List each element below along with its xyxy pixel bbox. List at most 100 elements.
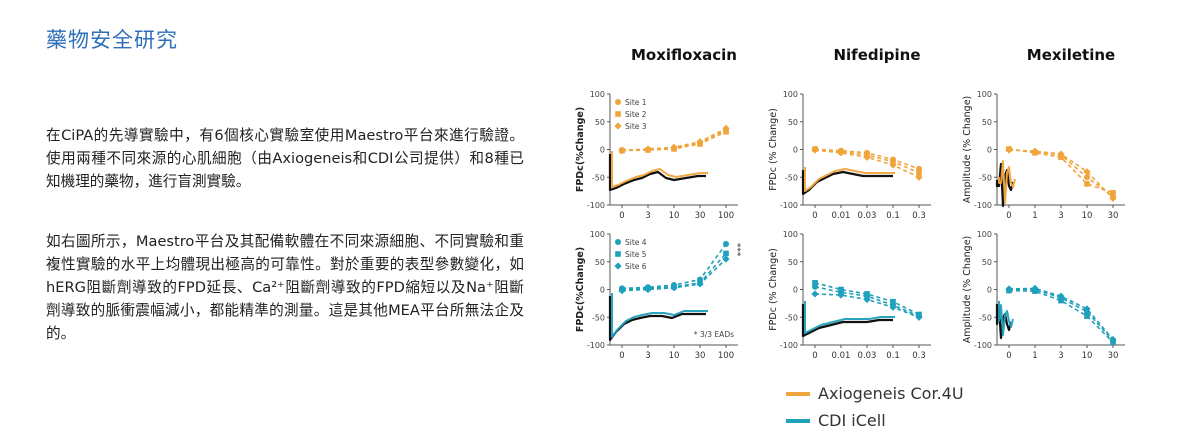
data-point (1084, 313, 1090, 319)
legend-label: Axiogeneis Cor.4U (818, 384, 964, 403)
y-tick-label: 50 (788, 118, 798, 127)
y-tick-label: 100 (977, 230, 992, 239)
data-point (618, 287, 626, 295)
legend-marker (614, 262, 622, 270)
data-point (890, 298, 896, 305)
legend-entry: Site 1 (625, 98, 647, 107)
chart-panel-5: 100 50 0 -50 -100 0 0.01 0.03 0.1 0.3 FPDc (% Chan… (768, 230, 931, 361)
data-point (863, 153, 871, 161)
x-tick-label: 0.1 (886, 211, 900, 221)
legend-marker (615, 111, 621, 117)
data-point (1084, 174, 1090, 181)
x-tick-label: 10 (669, 211, 680, 221)
y-axis-label: Amplitude (% Change) (962, 96, 973, 204)
y-tick-label: 50 (788, 258, 798, 267)
chart-title: Moxifloxacin (631, 46, 737, 64)
y-tick-label: -100 (780, 201, 798, 210)
data-point (811, 290, 819, 298)
data-point (1005, 285, 1013, 293)
y-tick-label: -50 (592, 173, 605, 182)
legend-item-cdi: CDI iCell (786, 411, 886, 430)
data-point (618, 147, 626, 155)
data-point (811, 146, 819, 154)
y-tick-label: 100 (590, 230, 605, 239)
x-tick-label: 0 (619, 211, 624, 221)
data-point (889, 161, 897, 169)
data-point (915, 313, 923, 321)
y-tick-label: 100 (783, 90, 798, 99)
x-tick-label: 100 (718, 211, 734, 221)
x-tick-label: 0.1 (886, 351, 900, 361)
legend-label: CDI iCell (818, 411, 886, 430)
x-tick-label: 0 (812, 351, 817, 361)
y-axis-label: FPDc (% Change) (768, 108, 779, 191)
y-tick-label: 0 (600, 146, 605, 155)
y-tick-label: 0 (987, 146, 992, 155)
y-tick-label: 50 (982, 118, 992, 127)
data-point (644, 285, 652, 294)
y-tick-label: -50 (979, 173, 992, 182)
y-tick-label: -50 (785, 173, 798, 182)
x-tick-label: 30 (695, 351, 706, 361)
x-tick-label: 30 (695, 211, 706, 221)
data-point (1005, 146, 1013, 154)
series-line (814, 282, 920, 316)
x-tick-label: 0 (1006, 211, 1011, 221)
data-point (1084, 181, 1090, 187)
legend-marker (615, 239, 621, 245)
legend-swatch-blue (786, 418, 810, 423)
y-axis-label: FPDc(%Change) (575, 107, 586, 192)
trace-colored (998, 160, 1016, 204)
data-point (1058, 297, 1064, 304)
x-tick-label: 30 (1108, 211, 1119, 221)
y-tick-label: 0 (793, 146, 798, 155)
legend-marker (614, 122, 622, 130)
y-tick-label: 0 (987, 286, 992, 295)
x-tick-label: 0 (812, 211, 817, 221)
x-tick-label: 3 (1058, 211, 1063, 221)
data-point (863, 295, 871, 304)
trace-colored (611, 151, 708, 188)
y-tick-label: -100 (780, 341, 798, 350)
chart-panel-4: 100 50 0 -50 -100 0 3 10 30 100 FPDc(%Change) Site … (575, 230, 747, 361)
x-tick-label: 0.01 (832, 351, 851, 361)
legend-marker (615, 99, 621, 105)
data-point (723, 250, 729, 257)
x-tick-label: 100 (718, 351, 734, 361)
trace-black (608, 296, 706, 342)
x-tick-label: 0.3 (912, 351, 926, 361)
x-tick-label: 0 (619, 351, 624, 361)
chart-panel-1: 100 50 0 -50 -100 0 3 10 30 100 FPDc(%Change) Moxif… (575, 46, 738, 221)
data-point (644, 145, 652, 153)
y-axis-label: FPDc (% Change) (768, 248, 779, 331)
trace-black (995, 304, 1013, 340)
y-tick-label: 100 (783, 230, 798, 239)
x-tick-label: 1 (1032, 211, 1037, 221)
legend-entry: Site 3 (625, 122, 647, 131)
y-axis-label: FPDc(%Change) (575, 247, 586, 332)
data-point (696, 280, 704, 288)
trace-black (801, 170, 893, 196)
annotation: * 3/3 EADs (694, 330, 734, 339)
trace-colored (804, 301, 895, 334)
data-point (915, 173, 923, 181)
y-tick-label: -50 (979, 313, 992, 322)
chart-panel-3: 100 50 0 -50 -100 0 1 3 10 30 Amplitude (% Change)… (962, 46, 1125, 221)
data-point (916, 170, 922, 176)
significance-stars: *** (737, 242, 747, 256)
x-tick-label: 0.03 (858, 211, 877, 221)
y-tick-label: -100 (587, 201, 605, 210)
trace-black (608, 154, 706, 192)
data-point (864, 291, 870, 297)
y-tick-label: 100 (590, 90, 605, 99)
x-tick-label: 10 (669, 351, 680, 361)
legend-item-axiogeneis: Axiogeneis Cor.4U (786, 384, 964, 403)
data-point (722, 124, 730, 133)
x-tick-label: 3 (645, 211, 650, 221)
data-point (696, 138, 704, 146)
chart-title: Nifedipine (833, 46, 920, 64)
x-tick-label: 1 (1032, 351, 1037, 361)
y-tick-label: -100 (974, 341, 992, 350)
y-tick-label: 50 (982, 258, 992, 267)
